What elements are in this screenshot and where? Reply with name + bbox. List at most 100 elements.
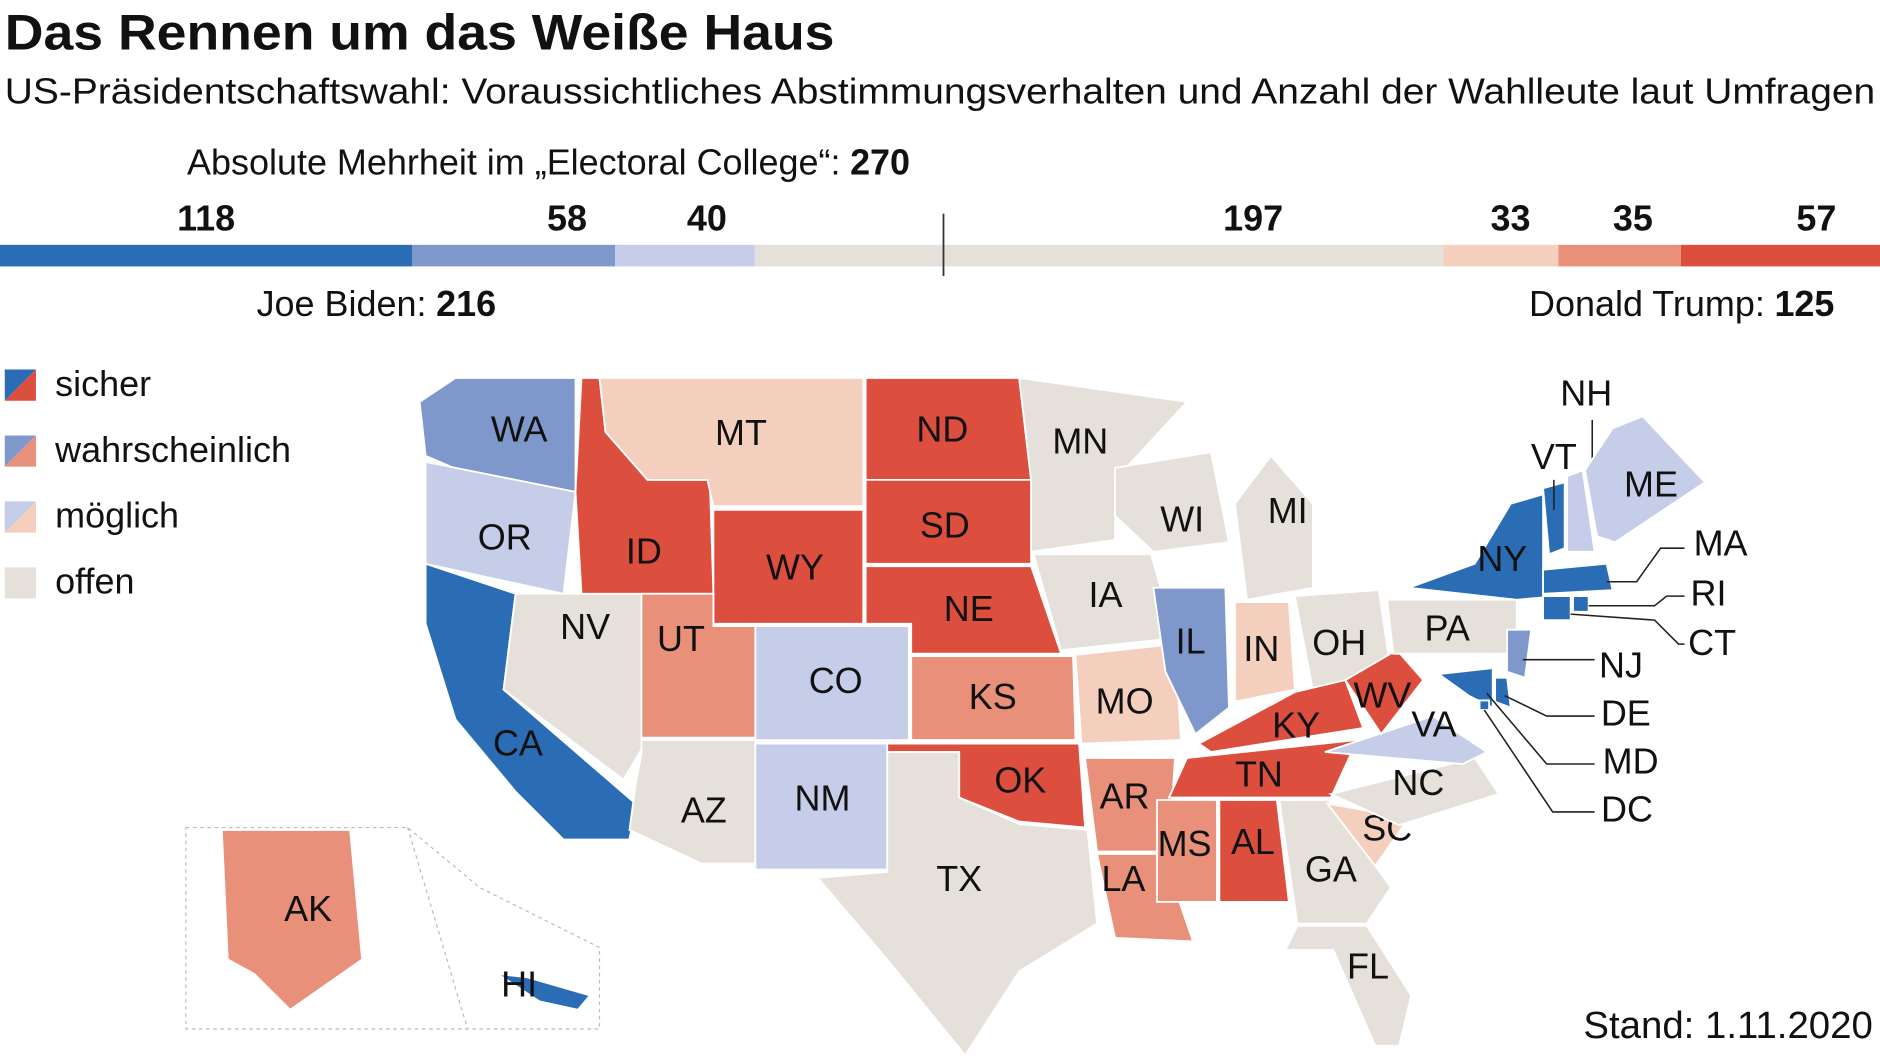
state-shape <box>1218 799 1290 903</box>
bar-segment <box>0 244 413 267</box>
legend-label: möglich <box>55 495 179 536</box>
state-label: TN <box>1235 754 1283 795</box>
state-shape <box>1156 799 1218 903</box>
state-label: WY <box>766 546 824 587</box>
state-label: LA <box>1101 858 1145 899</box>
bar-segment <box>754 244 1444 267</box>
state-label: CO <box>809 660 863 701</box>
state-label: RI <box>1691 573 1727 614</box>
state-shape <box>1324 715 1489 765</box>
state-label: NV <box>560 606 610 647</box>
legend-swatch <box>4 501 36 533</box>
state-shape <box>1436 667 1494 710</box>
state-shape <box>1167 738 1359 799</box>
bar-segment <box>615 244 755 267</box>
state-shape <box>1234 454 1314 601</box>
state-label: TX <box>936 858 982 899</box>
state-label: AR <box>1100 775 1150 816</box>
state-label: NY <box>1477 538 1527 579</box>
majority-label: Absolute Mehrheit im „Electoral College“… <box>187 141 840 182</box>
legend-label: wahrscheinlich <box>54 429 291 470</box>
state-shape <box>1063 643 1182 745</box>
state-label: NH <box>1560 372 1612 413</box>
bar-value: 35 <box>1613 197 1653 238</box>
state-label: OK <box>994 760 1046 801</box>
state-label: HI <box>501 964 537 1005</box>
callout-line <box>1606 547 1685 583</box>
state-label: SD <box>920 504 970 545</box>
callout-line <box>1588 595 1685 607</box>
state-shape <box>864 565 1063 655</box>
state-label: IA <box>1088 574 1122 615</box>
state-label: CT <box>1688 622 1736 663</box>
state-label: MD <box>1603 741 1659 782</box>
state-label: GA <box>1305 848 1357 889</box>
state-shape <box>497 972 592 1011</box>
state-label: CA <box>493 723 543 764</box>
state-label: DC <box>1601 788 1653 829</box>
state-shape <box>1197 679 1365 753</box>
state-label: AL <box>1231 821 1275 862</box>
inset-frame <box>185 826 601 1030</box>
state-label: NM <box>795 778 851 819</box>
state-shape <box>1283 924 1413 1047</box>
state-shape <box>1278 799 1392 925</box>
legend-swatch <box>4 435 36 467</box>
biden-total: Joe Biden: 216 <box>257 282 496 323</box>
legend-label: offen <box>55 561 134 602</box>
state-shape <box>1542 481 1566 556</box>
state-label: MA <box>1694 522 1748 563</box>
state-label: MO <box>1096 681 1154 722</box>
state-shape <box>1018 376 1189 553</box>
state-label: KS <box>969 676 1017 717</box>
majority-value: 270 <box>850 141 910 182</box>
legend-swatch <box>4 567 36 599</box>
state-label: OH <box>1312 622 1366 663</box>
state-shape <box>598 377 865 508</box>
majority-line: Absolute Mehrheit im „Electoral College“… <box>187 141 910 182</box>
state-label: IN <box>1243 628 1279 669</box>
state-shape <box>712 508 865 625</box>
state-shape <box>1152 586 1230 736</box>
callout-line <box>1483 709 1595 813</box>
state-shape <box>1343 648 1425 736</box>
bar-segment <box>1443 244 1559 267</box>
state-label: ND <box>916 408 968 449</box>
state-label: WI <box>1160 498 1204 539</box>
biden-value: 216 <box>436 282 496 323</box>
state-label: UT <box>657 618 705 659</box>
state-shape <box>1114 451 1231 553</box>
state-shape <box>1478 699 1491 711</box>
state-label: VA <box>1411 703 1456 744</box>
state-label: MN <box>1052 420 1108 461</box>
state-label: AK <box>284 888 332 929</box>
state-shape <box>1542 595 1572 622</box>
state-shape <box>910 655 1077 741</box>
state-label: AZ <box>681 790 727 831</box>
legend-label: sicher <box>55 363 151 404</box>
state-shape <box>1494 676 1512 710</box>
state-shape <box>1542 562 1614 595</box>
state-label: MS <box>1158 823 1212 864</box>
title: Das Rennen um das Weiße Haus <box>5 4 835 61</box>
state-label: KY <box>1272 705 1320 746</box>
bar-value: 118 <box>177 197 235 238</box>
state-label: ID <box>626 531 662 572</box>
state-shape <box>754 625 910 741</box>
state-label: FL <box>1347 946 1389 987</box>
bar-segment <box>412 244 616 267</box>
state-label: WV <box>1353 675 1411 716</box>
state-shape <box>1566 469 1596 553</box>
state-label: WA <box>491 408 548 449</box>
state-label: PA <box>1425 607 1470 648</box>
state-shape <box>815 751 1099 1057</box>
state-shape <box>220 829 364 1011</box>
state-shape <box>864 478 1033 565</box>
trump-value: 125 <box>1774 282 1834 323</box>
legend-swatch <box>4 369 36 401</box>
bar-value: 58 <box>547 197 587 238</box>
bar-value: 57 <box>1796 197 1836 238</box>
callout-line <box>1486 692 1595 765</box>
bar-value: 33 <box>1491 197 1531 238</box>
